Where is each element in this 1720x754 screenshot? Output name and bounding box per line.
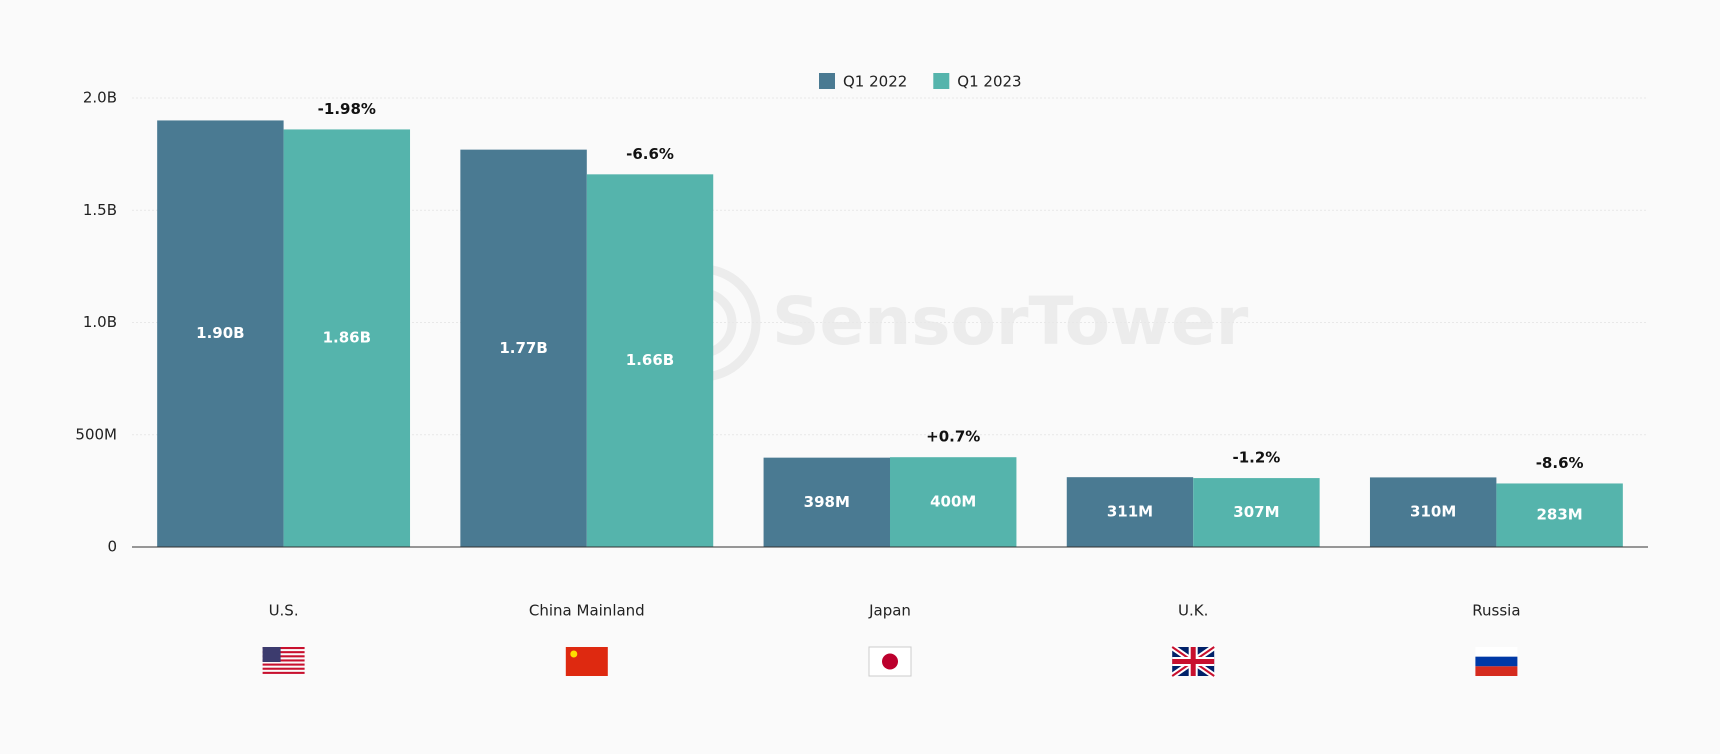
value-label: 1.66B: [626, 351, 674, 369]
bar: [1496, 483, 1623, 547]
value-label: 311M: [1107, 503, 1153, 521]
change-annotation: -8.6%: [1536, 454, 1584, 472]
x-tick-label: U.K.: [1178, 602, 1208, 620]
bar: [460, 149, 587, 547]
watermark: SensorTower: [772, 283, 1249, 360]
legend-label: Q1 2022: [843, 73, 907, 91]
bar: [586, 174, 714, 547]
y-tick-label: 500M: [75, 425, 117, 443]
x-tick-label: Russia: [1472, 602, 1520, 620]
x-tick-label: China Mainland: [529, 602, 645, 620]
y-tick-label: 2.0B: [83, 89, 117, 107]
y-tick-label: 1.5B: [83, 201, 117, 219]
flag-part: [1475, 656, 1518, 667]
flag-part: [262, 659, 305, 662]
change-annotation: -1.98%: [318, 100, 376, 118]
value-label: 283M: [1536, 506, 1582, 524]
flag-part: [1172, 647, 1215, 676]
legend-swatch: [933, 73, 950, 89]
flag-part: [262, 655, 305, 658]
flag-icon: [565, 647, 608, 676]
bar: [157, 120, 284, 547]
bar: [1193, 478, 1320, 547]
flag-icon: [1475, 647, 1518, 676]
flag-part: [1475, 647, 1518, 657]
flag-part: [262, 671, 305, 674]
value-label: 310M: [1410, 503, 1456, 521]
bar: [283, 129, 411, 547]
flag-icon: [262, 647, 305, 674]
legend-swatch: [819, 73, 835, 89]
bar: [890, 457, 1017, 547]
value-label: 1.86B: [323, 329, 371, 347]
change-annotation: -1.2%: [1233, 449, 1281, 467]
flag-icon: [868, 646, 912, 677]
flag-part: [262, 663, 305, 666]
flag-part: [882, 653, 898, 670]
flag-part: [262, 651, 305, 654]
value-label: 307M: [1233, 503, 1279, 521]
y-tick-label: 1.0B: [83, 313, 117, 331]
bar: [1066, 477, 1194, 547]
value-label: 1.90B: [196, 324, 244, 342]
value-label: 1.77B: [499, 339, 547, 357]
change-annotation: +0.7%: [926, 428, 980, 446]
bar: [1369, 477, 1497, 547]
bar: [763, 457, 890, 547]
x-tick-label: U.S.: [269, 602, 299, 620]
flag-part: [570, 650, 578, 658]
y-tick-label: 0: [107, 538, 117, 556]
value-label: 400M: [930, 493, 976, 511]
x-tick-label: Japan: [868, 602, 911, 620]
flag-part: [262, 667, 305, 670]
flag-part: [262, 647, 281, 662]
legend-label: Q1 2023: [957, 73, 1021, 91]
change-annotation: -6.6%: [626, 145, 674, 163]
flag-part: [262, 647, 305, 650]
flag-icon: [1170, 644, 1216, 679]
value-label: 398M: [804, 493, 850, 511]
flag-part: [1475, 666, 1518, 676]
